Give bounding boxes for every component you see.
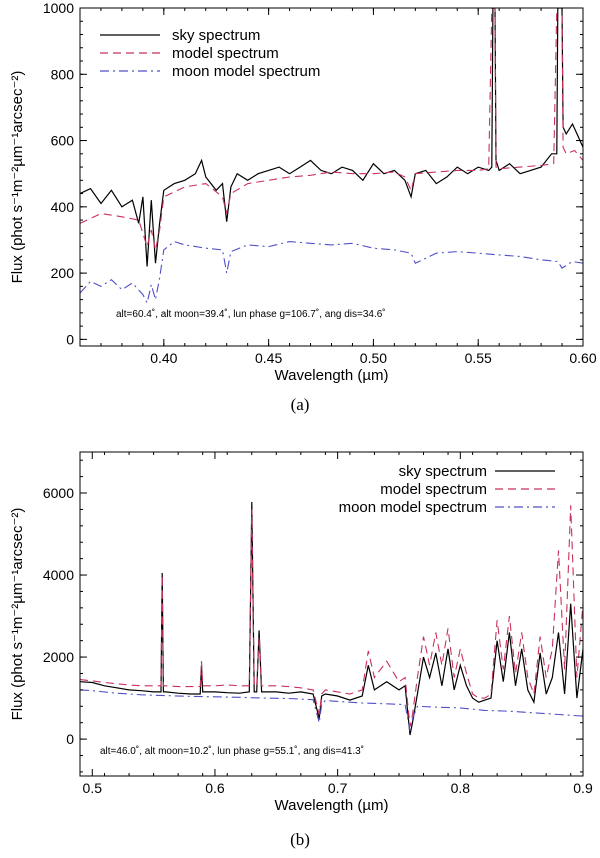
x-tick-label: 0.60 bbox=[569, 350, 596, 366]
annotation-text: alt=46.0˚, alt moon=10.2˚, lun phase g=5… bbox=[100, 745, 364, 757]
legend-label: moon model spectrum bbox=[339, 499, 487, 516]
legend-label: model spectrum bbox=[380, 481, 487, 498]
x-tick-label: 0.6 bbox=[205, 780, 225, 796]
x-tick-label: 0.5 bbox=[83, 780, 103, 796]
x-tick-label: 0.9 bbox=[573, 780, 593, 796]
plot-frame bbox=[79, 451, 584, 777]
x-tick-label: 0.55 bbox=[465, 350, 492, 366]
panel-b: 0.5 0.6 0.7 0.8 0.9 0 2000 4000 6000 Wavelength (… bbox=[9, 451, 593, 849]
annotation-text: alt=60.4˚, alt moon=39.4˚, lun phase g=1… bbox=[116, 308, 386, 320]
y-tick-label: 6000 bbox=[43, 485, 74, 501]
y-tick-label: 0 bbox=[66, 731, 74, 747]
y-tick-label: 4000 bbox=[43, 567, 74, 583]
y-tick-label: 800 bbox=[51, 66, 75, 82]
panel-caption: (b) bbox=[290, 830, 310, 849]
plot-area bbox=[80, 501, 583, 736]
series-line-moon-model-spectrum bbox=[80, 689, 583, 732]
series-line-model-spectrum bbox=[80, 8, 583, 251]
legend-label: model spectrum bbox=[172, 45, 279, 62]
plot-frame bbox=[79, 7, 584, 347]
y-tick-label: 200 bbox=[51, 265, 75, 281]
panel-a: 0.40 0.45 0.50 0.55 0.60 0 200 400 600 800 1000 Wav… bbox=[9, 0, 597, 414]
panel-caption: (a) bbox=[291, 395, 310, 414]
y-axis-label: Flux (phot s⁻¹m⁻²µm⁻¹arcsec⁻²) bbox=[9, 71, 26, 284]
plot-area bbox=[80, 8, 583, 305]
y-tick-label: 1000 bbox=[43, 0, 74, 16]
x-axis-label: Wavelength (µm) bbox=[275, 367, 389, 384]
x-tick-label: 0.50 bbox=[360, 350, 387, 366]
legend-label: sky spectrum bbox=[172, 27, 260, 44]
x-tick-label: 0.45 bbox=[255, 350, 282, 366]
legend-label: moon model spectrum bbox=[172, 63, 320, 80]
y-tick-label: 0 bbox=[66, 331, 74, 347]
legend-label: sky spectrum bbox=[399, 463, 487, 480]
x-tick-label: 0.7 bbox=[328, 780, 348, 796]
y-tick-label: 400 bbox=[51, 199, 75, 215]
x-tick-label: 0.8 bbox=[451, 780, 471, 796]
x-axis-label: Wavelength (µm) bbox=[275, 797, 389, 814]
y-axis-label: Flux (phot s⁻¹m⁻²µm⁻¹arcsec⁻²) bbox=[9, 508, 26, 721]
y-tick-label: 600 bbox=[51, 133, 75, 149]
series-line-sky-spectrum bbox=[80, 8, 583, 267]
series-line-sky-spectrum bbox=[80, 501, 583, 736]
series-line-moon-model-spectrum bbox=[80, 240, 583, 305]
y-tick-label: 2000 bbox=[43, 649, 74, 665]
series-line-model-spectrum bbox=[80, 505, 583, 727]
x-tick-label: 0.40 bbox=[150, 350, 177, 366]
